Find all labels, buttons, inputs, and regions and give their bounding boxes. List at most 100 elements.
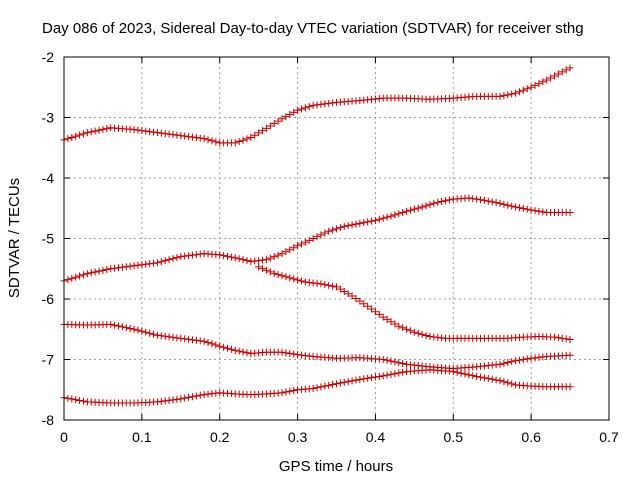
data-point-marker [204,339,212,347]
data-point-marker [512,203,520,211]
data-point-marker [64,276,72,284]
data-point-marker [208,340,216,348]
data-point-marker [294,276,302,284]
data-point-marker [115,264,122,272]
data-point-marker [122,324,130,332]
data-point-marker [278,389,286,397]
data-point-marker [150,128,158,136]
data-point-marker [290,244,298,252]
data-point-marker [445,196,453,204]
data-point-marker [309,235,317,242]
data-point-marker [103,125,111,133]
data-point-marker [262,124,270,132]
data-point-marker [313,384,321,392]
data-point-marker [329,226,337,234]
data-point-marker [146,128,154,136]
data-point-marker [188,251,196,259]
data-point-marker [251,131,259,139]
data-point-marker [216,342,224,350]
data-point-marker [375,310,383,318]
data-point-marker [161,130,169,138]
data-point-marker [126,324,134,332]
grid-lines [64,57,609,420]
data-point-marker [321,281,329,289]
data-point-marker [188,393,196,401]
data-point-marker [239,348,247,356]
series-4 [60,320,574,373]
data-point-marker [321,100,329,108]
data-point-marker [72,396,80,404]
data-point-marker [496,360,504,368]
data-point-marker [208,137,216,145]
data-point-marker [138,261,146,269]
data-point-marker [255,129,263,137]
data-point-marker [500,200,508,208]
data-point-marker [340,378,348,386]
data-point-marker [551,333,558,341]
data-point-marker [76,396,84,404]
x-tick-label: 0.1 [132,429,152,445]
data-point-marker [449,368,457,376]
data-point-marker [399,324,407,332]
data-point-marker [344,222,352,230]
data-point-marker [142,127,150,135]
data-point-marker [399,360,407,368]
data-point-marker [484,197,492,205]
data-point-marker [504,91,512,99]
data-point-marker [134,126,142,134]
data-point-marker [418,330,426,338]
axis-ticks: 0 0.1 0.2 0.3 0.4 0.5 0.6 0.7 -8 -7 -6 -5 -4 -3 -2 [42,49,619,445]
data-point-marker [196,391,204,399]
data-point-marker [169,333,177,341]
data-point-marker [348,221,356,229]
data-point-marker [527,83,535,91]
data-point-marker [138,327,146,335]
data-point-marker [161,257,169,265]
data-point-marker [344,290,352,298]
data-point-marker [422,331,430,339]
data-point-marker [329,99,337,107]
data-point-marker [282,113,290,121]
data-point-marker [286,349,294,357]
data-point-marker [406,206,414,214]
data-point-marker [508,90,516,98]
data-point-marker [508,202,516,210]
data-point-marker [395,322,403,330]
data-point-marker [430,199,438,207]
data-point-marker [515,88,523,96]
data-point-marker [496,199,504,207]
data-point-marker [188,133,196,141]
data-point-marker [375,372,383,380]
data-point-marker [325,281,333,289]
data-point-marker [317,280,325,288]
data-point-marker [150,330,158,338]
data-point-marker [317,231,325,239]
series-2 [60,194,574,285]
data-point-marker [305,103,313,111]
data-point-marker [126,262,134,270]
data-point-marker [406,327,414,335]
data-point-marker [426,201,434,209]
data-point-marker [278,250,286,258]
data-point-marker [173,131,181,139]
data-point-marker [340,287,348,295]
data-point-marker [200,337,208,345]
data-point-marker [270,120,278,128]
data-point-marker [403,207,411,215]
data-point-marker [465,371,473,379]
data-point-marker [566,351,574,359]
data-point-marker [153,398,161,406]
data-point-marker [391,211,399,219]
data-point-marker [438,197,446,205]
data-point-marker [185,252,193,260]
data-point-marker [192,392,200,400]
data-point-marker [72,132,80,140]
data-point-marker [333,380,340,388]
data-point-marker [278,272,286,280]
data-point-marker [515,204,523,212]
data-point-marker [531,81,539,89]
data-point-marker [453,368,461,376]
data-point-marker [305,236,313,244]
data-point-marker [239,136,247,144]
